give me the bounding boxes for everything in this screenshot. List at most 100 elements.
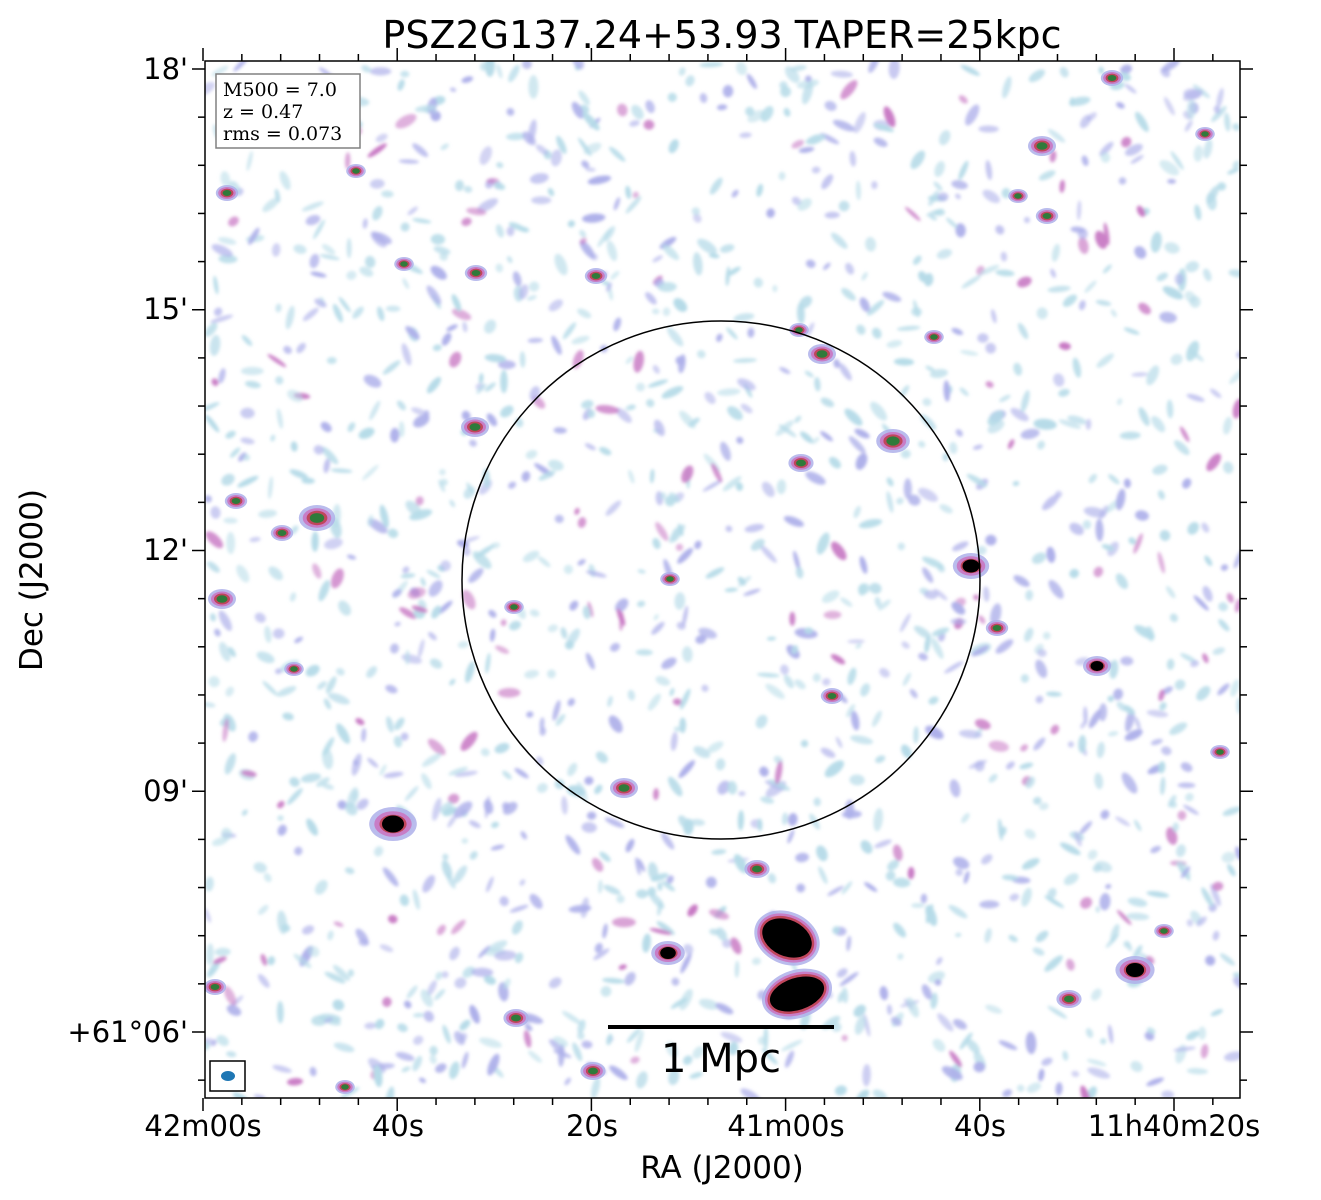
noise-speck	[468, 820, 481, 829]
noise-speck	[409, 509, 433, 521]
noise-speck	[766, 636, 777, 641]
noise-speck	[734, 960, 740, 978]
noise-speck	[906, 997, 919, 1018]
noise-speck	[399, 607, 417, 619]
noise-speck	[1069, 522, 1084, 536]
noise-speck	[371, 232, 392, 245]
noise-speck	[949, 441, 958, 454]
noise-speck	[1044, 955, 1063, 972]
noise-speck	[974, 719, 991, 730]
noise-speck	[427, 980, 437, 996]
noise-speck	[412, 143, 429, 158]
noise-speck	[605, 500, 622, 516]
noise-speck	[1210, 883, 1221, 907]
noise-speck	[345, 867, 355, 875]
noise-speck	[1174, 679, 1186, 690]
noise-speck	[440, 478, 448, 486]
source-core	[341, 1084, 349, 1090]
noise-speck	[555, 714, 566, 726]
noise-speck	[669, 524, 686, 543]
source-core	[591, 273, 601, 279]
noise-speck	[599, 446, 612, 456]
noise-speck	[249, 536, 261, 543]
noise-speck	[846, 935, 852, 952]
noise-speck	[244, 380, 261, 389]
noise-speck	[369, 400, 381, 421]
noise-speck	[1201, 522, 1210, 533]
noise-speck	[413, 414, 430, 428]
noise-speck	[1098, 66, 1105, 75]
noise-speck	[627, 689, 636, 701]
noise-speck	[1037, 649, 1047, 657]
noise-speck	[661, 880, 675, 892]
noise-speck	[325, 676, 337, 694]
noise-speck	[287, 1078, 303, 1086]
noise-speck	[791, 196, 802, 206]
noise-speck	[1216, 87, 1224, 109]
noise-speck	[1157, 551, 1165, 574]
noise-speck	[682, 646, 693, 663]
noise-speck	[925, 365, 935, 372]
noise-speck	[1093, 566, 1104, 578]
noise-speck	[743, 588, 761, 596]
noise-speck	[699, 62, 723, 68]
noise-speck	[567, 762, 578, 777]
source-core	[400, 261, 408, 267]
noise-speck	[462, 321, 468, 333]
noise-speck	[311, 1015, 327, 1026]
noise-speck	[528, 1050, 542, 1063]
noise-speck	[666, 1041, 678, 1058]
noise-speck	[1096, 741, 1105, 759]
noise-speck	[854, 428, 870, 439]
noise-speck	[537, 556, 551, 568]
noise-speck	[978, 615, 986, 624]
noise-speck	[763, 1026, 769, 1050]
noise-speck	[373, 1065, 383, 1088]
noise-speck	[1218, 602, 1228, 612]
noise-speck	[1108, 474, 1120, 485]
noise-speck	[509, 620, 521, 631]
noise-speck	[670, 731, 678, 751]
noise-speck	[1152, 464, 1168, 475]
noise-speck	[1217, 683, 1230, 696]
noise-speck	[1055, 1082, 1063, 1096]
noise-speck	[814, 377, 821, 392]
noise-speck	[798, 146, 815, 153]
noise-speck	[693, 252, 703, 276]
source-core	[1216, 749, 1224, 755]
noise-speck	[1021, 887, 1032, 907]
noise-speck	[948, 904, 968, 919]
noise-speck	[738, 791, 746, 797]
noise-speck	[795, 852, 809, 863]
noise-speck	[491, 821, 499, 829]
noise-speck	[478, 373, 484, 384]
noise-speck	[1196, 916, 1207, 927]
noise-speck	[427, 631, 437, 641]
noise-speck	[747, 327, 755, 338]
noise-speck	[283, 345, 292, 354]
noise-speck	[737, 810, 745, 831]
noise-speck	[498, 360, 516, 370]
noise-speck	[936, 248, 953, 259]
noise-speck	[901, 744, 912, 759]
noise-speck	[218, 610, 232, 631]
noise-speck	[275, 376, 284, 385]
noise-speck	[591, 857, 604, 872]
noise-speck	[333, 964, 350, 981]
noise-speck	[1017, 276, 1032, 288]
noise-speck	[400, 732, 409, 741]
noise-speck	[577, 1019, 586, 1034]
noise-speck	[836, 968, 848, 978]
noise-speck	[1160, 776, 1166, 796]
noise-speck	[1120, 64, 1133, 75]
noise-speck	[496, 64, 503, 79]
noise-speck	[612, 917, 636, 928]
noise-speck	[1083, 706, 1088, 725]
noise-speck	[524, 1023, 533, 1031]
noise-speck	[1120, 656, 1134, 666]
noise-speck	[1048, 129, 1066, 143]
noise-speck	[924, 590, 938, 600]
noise-speck	[585, 167, 596, 172]
noise-speck	[1020, 428, 1040, 440]
noise-speck	[668, 1068, 680, 1086]
